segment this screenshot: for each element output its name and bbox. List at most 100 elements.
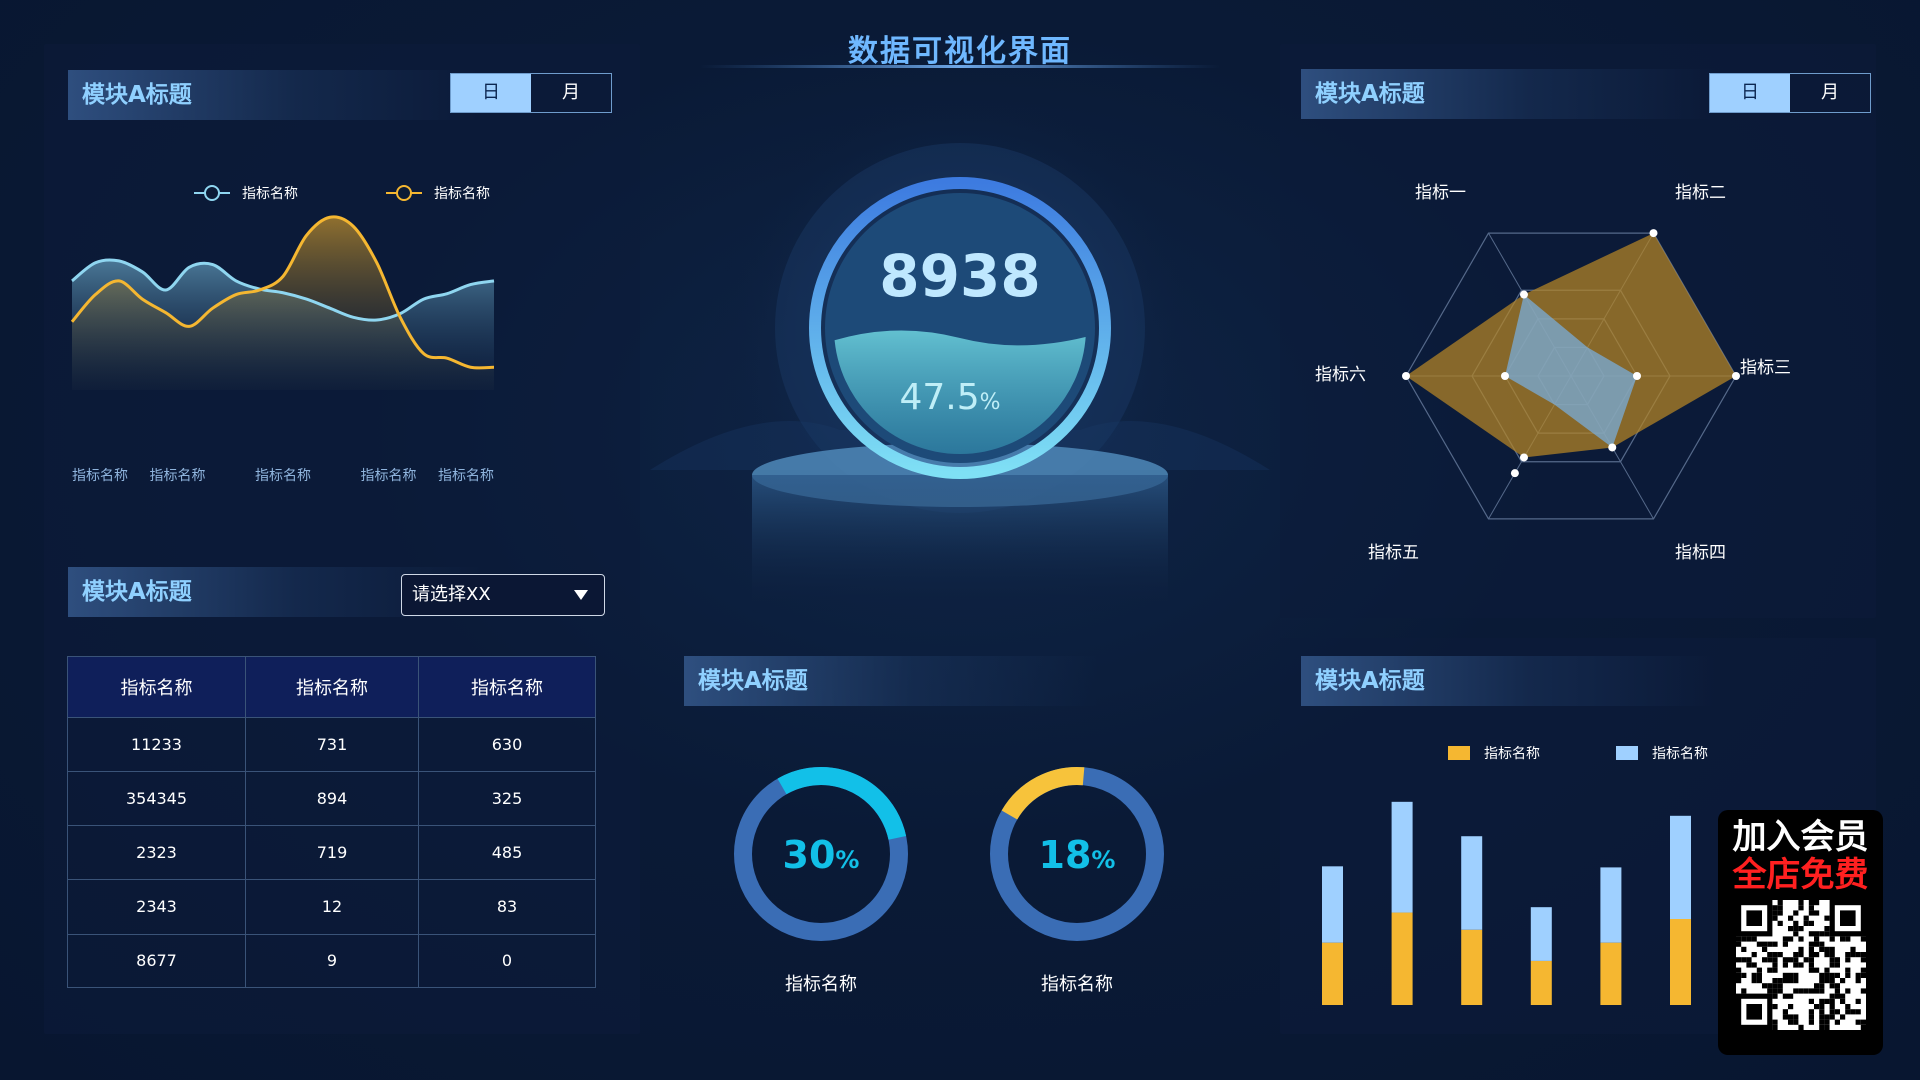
- table-header: 指标名称: [68, 657, 246, 718]
- table-cell: 354345: [68, 771, 246, 826]
- qr-module: [1803, 915, 1809, 921]
- qr-module: [1860, 967, 1866, 973]
- qr-module: [1792, 978, 1798, 984]
- toggle-day-button[interactable]: 日: [1710, 74, 1790, 112]
- qr-module: [1829, 946, 1835, 952]
- table-row: 11233 731 630: [68, 716, 595, 772]
- promo-line2: 全店免费: [1732, 855, 1869, 895]
- table-header: 指标名称: [418, 657, 595, 718]
- bar-segment-series2: [1600, 867, 1622, 943]
- qr-module: [1860, 1019, 1866, 1025]
- qr-module: [1855, 1019, 1861, 1025]
- qr-module: [1818, 1009, 1824, 1015]
- radar-series-area: [1505, 294, 1637, 448]
- qr-module: [1797, 988, 1804, 994]
- stacked-bar-chart: 指标名称 指标名称: [1322, 746, 1708, 1005]
- qr-module: [1829, 957, 1835, 963]
- legend-series1-label: 指标名称: [242, 186, 298, 202]
- qr-module: [1839, 998, 1845, 1004]
- qr-module: [1740, 957, 1746, 963]
- toggle-month-button[interactable]: 月: [562, 82, 580, 103]
- qr-module: [1792, 931, 1798, 937]
- qr-module: [1740, 946, 1746, 952]
- qr-module: [1829, 1004, 1835, 1010]
- radar-axis-label: 指标六: [1315, 365, 1366, 385]
- qr-module: [1771, 910, 1778, 916]
- bar-segment-series1: [1391, 912, 1413, 1005]
- qr-module: [1740, 972, 1746, 978]
- gauge-ring: [809, 177, 1111, 479]
- qr-module: [1823, 926, 1830, 932]
- qr-module: [1771, 983, 1778, 989]
- promo-badge[interactable]: 加入会员 全店免费: [1718, 810, 1883, 1055]
- area-line-chart: 指标名称 指标名称 指标名称 指标名称 指标名称 指标名称 指标名称: [70, 185, 495, 484]
- bar-segment-series2: [1670, 815, 1691, 919]
- toggle-day-button[interactable]: 日: [451, 74, 531, 112]
- table-row: 2323 719 485: [68, 825, 595, 880]
- qr-module: [1844, 972, 1850, 978]
- qr-module: [1771, 957, 1778, 963]
- qr-module: [1761, 983, 1767, 989]
- toggle-month-button[interactable]: 月: [1821, 82, 1839, 103]
- qr-module: [1829, 993, 1835, 999]
- qr-module: [1839, 1014, 1845, 1020]
- bar-segment-series1: [1461, 929, 1483, 1005]
- qr-module: [1771, 962, 1778, 968]
- qr-code-icon: [1735, 900, 1866, 1030]
- series2-line: [70, 215, 495, 370]
- qr-module: [1771, 1019, 1778, 1025]
- qr-module: [1813, 936, 1819, 942]
- qr-module: [1823, 952, 1830, 958]
- qr-module: [1860, 988, 1866, 994]
- qr-module: [1803, 988, 1809, 994]
- qr-module: [1823, 1019, 1830, 1025]
- qr-module: [1808, 967, 1814, 973]
- qr-module: [1751, 962, 1757, 968]
- qr-module: [1787, 926, 1793, 932]
- qr-module: [1844, 988, 1850, 994]
- qr-module: [1818, 988, 1824, 994]
- qr-module: [1751, 978, 1757, 984]
- bar-segment-series1: [1530, 960, 1552, 1005]
- radar-point: [1649, 229, 1658, 238]
- qr-module: [1855, 978, 1861, 984]
- qr-module: [1761, 941, 1767, 947]
- qr-module: [1761, 957, 1767, 963]
- table-cell: 83: [418, 879, 595, 935]
- radar-point: [1633, 372, 1641, 380]
- radar-point: [1608, 443, 1617, 452]
- donut1-arc: [734, 767, 908, 941]
- module-title-right-bottom: 模块A标题: [1301, 656, 1715, 706]
- legend-series2-marker: [396, 185, 412, 201]
- qr-module: [1860, 952, 1866, 958]
- qr-module: [1808, 962, 1814, 968]
- qr-module: [1829, 1009, 1835, 1015]
- qr-module: [1735, 967, 1741, 973]
- qr-module: [1834, 988, 1840, 994]
- table-cell: 630: [418, 716, 595, 772]
- qr-module: [1818, 972, 1824, 978]
- qr-module: [1839, 993, 1845, 999]
- qr-module: [1823, 967, 1830, 973]
- qr-module: [1829, 936, 1835, 942]
- select-dropdown[interactable]: 请选择XX: [401, 574, 605, 616]
- legend-series1-marker: [204, 185, 220, 201]
- legend-series2-label: 指标名称: [434, 186, 490, 202]
- page-title: 数据可视化界面: [848, 34, 1072, 69]
- qr-module: [1740, 936, 1746, 942]
- qr-module: [1777, 983, 1783, 989]
- donut-charts: 30% 指标名称 18% 指标名称: [734, 766, 1164, 995]
- module-title-center-bottom: 模块A标题: [684, 656, 1098, 706]
- bar-segment-series2: [1461, 836, 1483, 930]
- qr-module: [1855, 972, 1861, 978]
- qr-module: [1761, 946, 1767, 952]
- qr-module: [1766, 952, 1772, 958]
- qr-module: [1756, 978, 1762, 984]
- x-tick-label: 指标名称: [361, 468, 417, 484]
- qr-module: [1782, 941, 1788, 947]
- qr-module: [1745, 962, 1752, 968]
- qr-module: [1855, 952, 1861, 958]
- donut2-sign: %: [1091, 846, 1115, 874]
- table-cell: 8677: [68, 933, 246, 987]
- table-cell: 719: [245, 825, 419, 880]
